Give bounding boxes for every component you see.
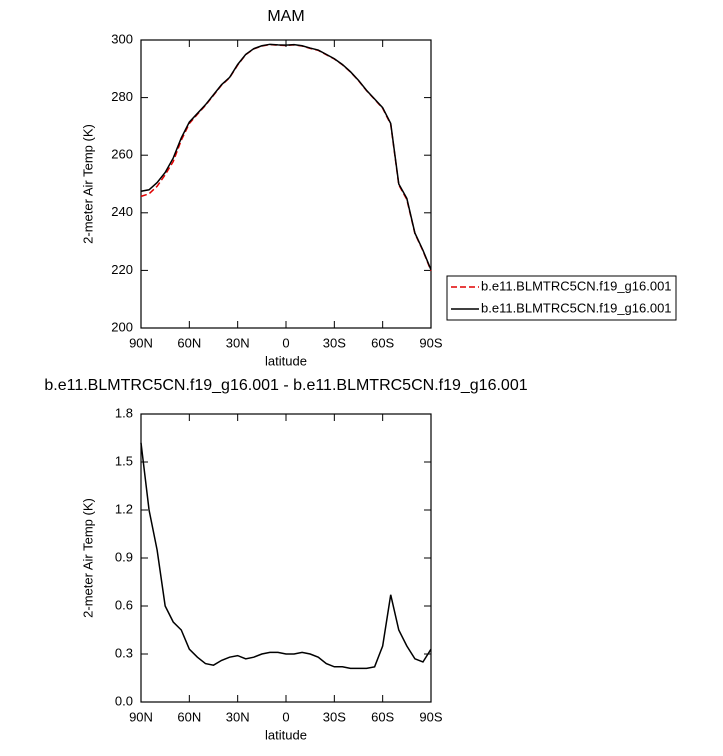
x-tick-label: 0	[282, 335, 289, 350]
y-axis-label: 2-meter Air Temp (K)	[80, 124, 95, 244]
y-tick-label: 0.6	[115, 597, 133, 612]
x-tick-label: 30N	[226, 709, 250, 724]
y-tick-label: 260	[111, 147, 133, 162]
y-tick-label: 300	[111, 31, 133, 46]
y-tick-label: 0.9	[115, 549, 133, 564]
y-tick-label: 1.2	[115, 501, 133, 516]
data-line	[140, 43, 432, 271]
x-axis-label: latitude	[265, 727, 307, 742]
x-tick-label: 60N	[177, 335, 201, 350]
y-tick-label: 220	[111, 262, 133, 277]
y-axis-label: 2-meter Air Temp (K)	[80, 498, 95, 618]
panel: MAM latitude 2-meter Air Temp (K) 90N 60N 30N…	[80, 8, 677, 368]
y-tick-label: 1.8	[115, 405, 133, 420]
y-tick-label: 0.0	[115, 693, 133, 708]
plot-frame	[140, 413, 432, 703]
x-tick-label: 30N	[226, 335, 250, 350]
x-axis-label: latitude	[265, 353, 307, 368]
x-tick-label: 60S	[371, 709, 394, 724]
y-tick-label: 0.3	[115, 645, 133, 660]
legend-label: b.e11.BLMTRC5CN.f19_g16.001	[481, 278, 672, 293]
data-line	[140, 442, 432, 670]
panel: b.e11.BLMTRC5CN.f19_g16.001 - b.e11.BLMT…	[44, 377, 527, 742]
y-tick-label: 240	[111, 204, 133, 219]
x-tick-label: 90S	[419, 335, 442, 350]
legend-label: b.e11.BLMTRC5CN.f19_g16.001	[481, 300, 672, 315]
x-tick-label: 30S	[323, 335, 346, 350]
x-tick-label: 90S	[419, 709, 442, 724]
y-tick-label: 200	[111, 319, 133, 334]
plot-frame	[140, 39, 432, 329]
y-tick-label: 1.5	[115, 453, 133, 468]
x-tick-label: 90N	[129, 709, 153, 724]
x-tick-label: 30S	[323, 709, 346, 724]
chart-title: b.e11.BLMTRC5CN.f19_g16.001 - b.e11.BLMT…	[44, 377, 527, 394]
x-tick-label: 90N	[129, 335, 153, 350]
legend-box	[446, 275, 677, 321]
y-tick-label: 280	[111, 89, 133, 104]
x-tick-label: 60S	[371, 335, 394, 350]
x-tick-label: 0	[282, 709, 289, 724]
x-tick-label: 60N	[177, 709, 201, 724]
data-line	[140, 43, 432, 271]
chart-title: MAM	[267, 8, 304, 25]
